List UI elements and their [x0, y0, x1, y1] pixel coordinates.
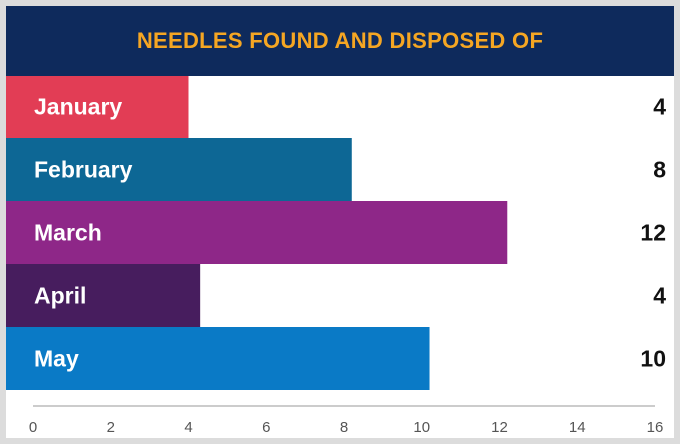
chart-panel: January 4 February 8 March 12 April 4 May 10 0 2 4 6 8…: [6, 6, 674, 438]
x-tick-label: 6: [262, 419, 270, 436]
value-label-january: 4: [653, 94, 666, 120]
bar-january: [6, 75, 189, 138]
value-label-april: 4: [653, 283, 666, 309]
x-tick-label: 0: [29, 419, 37, 436]
title-bar: NEEDLES FOUND AND DISPOSED OF: [6, 6, 674, 76]
chart-title: NEEDLES FOUND AND DISPOSED OF: [136, 28, 544, 53]
x-tick-label: 12: [491, 419, 508, 436]
bar-label-april: April: [34, 283, 86, 309]
bar-label-february: February: [34, 157, 133, 183]
x-tick-label: 4: [184, 419, 192, 436]
x-tick-label: 2: [107, 419, 115, 436]
bar-may: [6, 327, 430, 390]
x-tick-label: 16: [647, 419, 664, 436]
x-tick-label: 14: [569, 419, 586, 436]
bar-april: [6, 264, 201, 327]
bar-march: [6, 201, 508, 264]
bar-february: [6, 138, 352, 201]
bar-label-january: January: [34, 94, 122, 120]
bar-label-may: May: [34, 346, 79, 372]
value-label-february: 8: [653, 157, 666, 183]
value-label-march: 12: [640, 220, 666, 246]
bar-chart: January 4 February 8 March 12 April 4 May 10 0 2 4 6 8…: [6, 75, 666, 436]
x-tick-label: 10: [413, 419, 430, 436]
bar-label-march: March: [34, 220, 102, 246]
x-tick-label: 8: [340, 419, 348, 436]
value-label-may: 10: [640, 346, 666, 372]
